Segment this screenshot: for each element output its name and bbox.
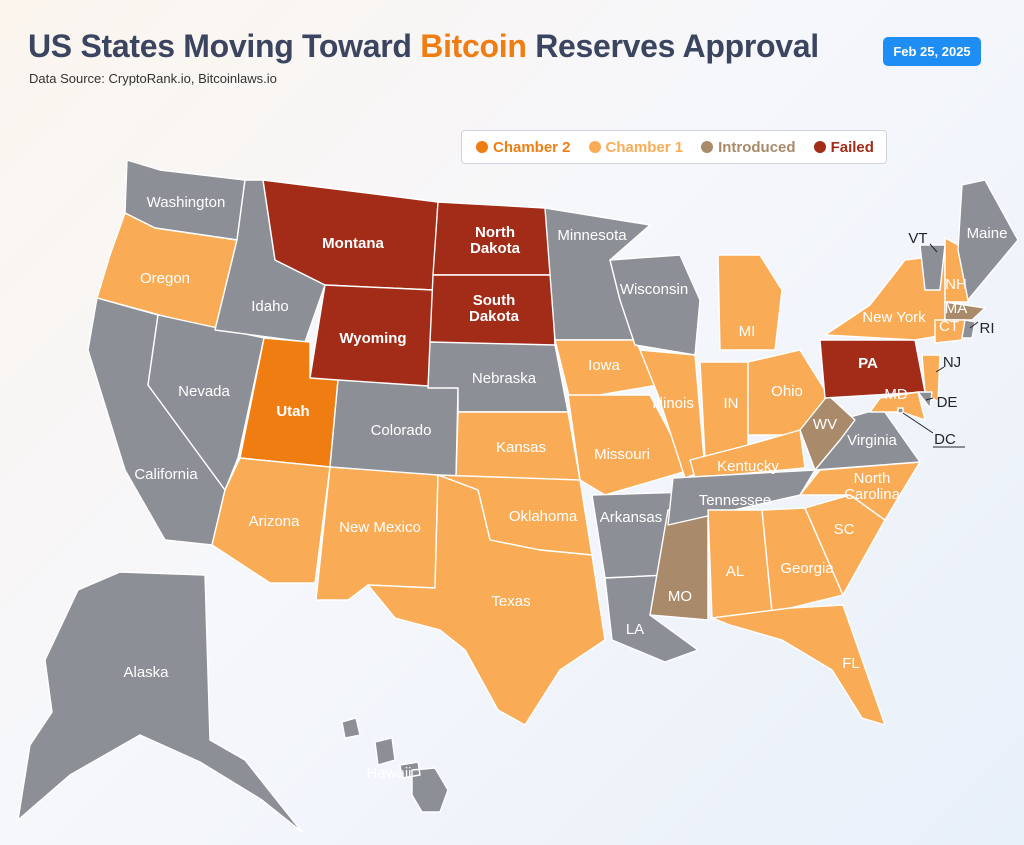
state-label-pa: PA — [858, 355, 878, 372]
state-nj[interactable] — [921, 354, 941, 403]
legend: Chamber 2 Chamber 1 Introduced Failed — [461, 130, 887, 164]
state-label-ok: Oklahoma — [509, 508, 578, 525]
state-label-ak: Alaska — [123, 664, 169, 681]
state-label-sd: South Dakota — [469, 292, 520, 325]
state-label-ia: Iowa — [588, 357, 620, 374]
leader-line-nj — [935, 366, 945, 373]
state-label-sc: SC — [834, 521, 855, 538]
data-source: Data Source: CryptoRank.io, Bitcoinlaws.… — [29, 71, 277, 86]
state-label-ky: Kentucky — [717, 458, 779, 475]
legend-item-introduced[interactable]: Introduced — [701, 139, 796, 156]
state-label-ca: California — [134, 466, 198, 483]
state-label-tn: Tennessee — [699, 492, 772, 509]
title-accent: Bitcoin — [420, 28, 527, 64]
state-me[interactable] — [957, 179, 1019, 301]
legend-label-chamber2: Chamber 2 — [493, 138, 571, 156]
state-label-ne: Nebraska — [472, 370, 537, 387]
legend-label-introduced: Introduced — [718, 138, 796, 156]
legend-swatch-introduced — [701, 141, 714, 153]
state-label-wa: Washington — [147, 194, 226, 211]
date-badge: Feb 25, 2025 — [883, 37, 981, 66]
state-label-vt: VT — [908, 230, 927, 247]
state-label-ms: MO — [668, 588, 692, 605]
page-title: US States Moving Toward Bitcoin Reserves… — [28, 28, 819, 65]
state-label-id: Idaho — [251, 298, 289, 315]
state-label-la: LA — [626, 621, 644, 638]
state-label-tx: Texas — [491, 593, 530, 610]
leader-line-dc — [902, 412, 965, 448]
legend-label-failed: Failed — [830, 138, 874, 156]
state-labels: Washington Oregon California Nevada Idaho Mon… — [123, 194, 1007, 782]
state-ga[interactable] — [761, 507, 844, 613]
legend-item-chamber2[interactable]: Chamber 2 — [476, 139, 571, 156]
state-ri[interactable] — [961, 319, 976, 339]
leader-line-vt — [929, 243, 938, 253]
state-tx[interactable] — [367, 474, 606, 726]
state-label-ny: New York — [862, 309, 926, 326]
legend-swatch-chamber2 — [476, 141, 488, 153]
state-label-ks: Kansas — [496, 439, 546, 456]
state-label-me: Maine — [967, 225, 1008, 242]
state-wv[interactable] — [799, 394, 856, 471]
state-label-dc: DC — [934, 431, 956, 448]
state-label-de: DE — [937, 394, 958, 411]
state-shapes — [17, 159, 1019, 833]
state-ct[interactable] — [934, 319, 966, 344]
state-hi[interactable] — [341, 717, 449, 813]
state-ma[interactable] — [944, 301, 986, 321]
state-label-oh: Ohio — [771, 383, 803, 400]
state-de[interactable] — [917, 391, 933, 409]
state-fl[interactable] — [711, 604, 886, 726]
state-dc[interactable] — [897, 407, 904, 414]
state-label-mo: Missouri — [594, 446, 650, 463]
state-label-nh: NH — [945, 276, 967, 293]
state-label-nc: North Carolina — [844, 470, 901, 503]
state-label-wy: Wyoming — [339, 330, 406, 347]
state-label-mn: Minnesota — [557, 227, 627, 244]
state-label-ct: CT — [939, 318, 959, 335]
state-vt[interactable] — [919, 244, 946, 291]
state-label-fl: FL — [842, 655, 860, 672]
state-label-ma: MA — [945, 300, 968, 317]
state-ky[interactable] — [689, 429, 806, 479]
leader-line-de — [925, 397, 934, 401]
legend-item-failed[interactable]: Failed — [813, 138, 874, 156]
legend-label-chamber1: Chamber 1 — [605, 138, 684, 156]
state-md[interactable] — [869, 391, 926, 421]
state-label-nv: Nevada — [178, 383, 230, 400]
state-label-co: Colorado — [371, 422, 432, 439]
state-label-il: Illinois — [652, 395, 694, 412]
state-label-va: Virginia — [847, 432, 897, 449]
state-label-az: Arizona — [249, 513, 301, 530]
leader-line-ri — [969, 321, 979, 329]
state-label-ri: RI — [980, 320, 995, 337]
state-label-wv: WV — [813, 416, 837, 433]
state-mo[interactable] — [567, 394, 691, 496]
state-label-nd: North Dakota — [470, 224, 521, 257]
state-label-ut: Utah — [276, 403, 309, 420]
state-label-or: Oregon — [140, 270, 190, 287]
title-part-1: US States Moving Toward — [28, 28, 421, 64]
state-label-ar: Arkansas — [600, 509, 663, 526]
state-label-nm: New Mexico — [339, 519, 421, 536]
state-label-nj: NJ — [943, 354, 961, 371]
title-part-2: Reserves Approval — [526, 28, 819, 64]
state-label-mi: MI — [739, 323, 756, 340]
label-leader-lines — [902, 243, 979, 448]
state-label-ga: Georgia — [780, 560, 834, 577]
state-ak[interactable] — [17, 571, 303, 833]
legend-item-chamber1[interactable]: Chamber 1 — [588, 138, 684, 156]
state-label-md: MD — [884, 386, 907, 403]
state-label-in: IN — [724, 395, 739, 412]
legend-swatch-failed — [813, 141, 826, 153]
state-label-hi: Hawaii — [366, 765, 411, 782]
state-label-mt: Montana — [322, 235, 384, 252]
state-label-wi: Wisconsin — [620, 281, 688, 298]
state-label-al: AL — [726, 563, 744, 580]
state-mi[interactable] — [717, 254, 783, 351]
legend-swatch-chamber1 — [588, 141, 601, 153]
